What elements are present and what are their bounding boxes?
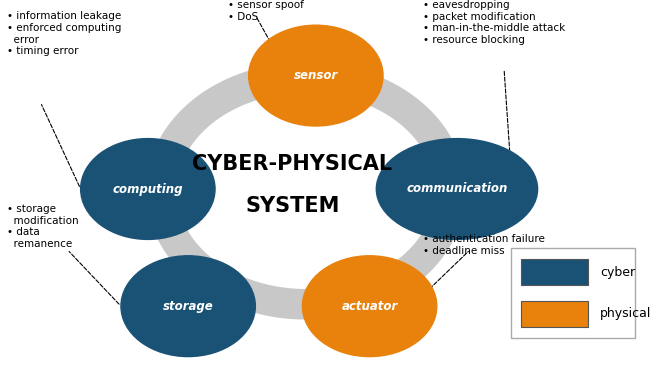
FancyBboxPatch shape <box>521 301 588 327</box>
Ellipse shape <box>376 139 538 239</box>
Text: • sensor spoof
• DoS: • sensor spoof • DoS <box>228 0 304 22</box>
Text: • eavesdropping
• packet modification
• man-in-the-middle attack
• resource bloc: • eavesdropping • packet modification • … <box>423 0 566 45</box>
Text: actuator: actuator <box>341 300 398 313</box>
Ellipse shape <box>81 139 215 239</box>
Text: storage: storage <box>163 300 214 313</box>
FancyBboxPatch shape <box>511 248 635 338</box>
Ellipse shape <box>302 256 437 356</box>
FancyBboxPatch shape <box>521 259 588 285</box>
Text: • information leakage
• enforced computing
  error
• timing error: • information leakage • enforced computi… <box>7 11 121 56</box>
Text: SYSTEM: SYSTEM <box>245 196 339 216</box>
Text: communication: communication <box>407 183 507 195</box>
Ellipse shape <box>121 256 255 356</box>
Text: • storage
  modification
• data
  remanence: • storage modification • data remanence <box>7 204 79 249</box>
Text: • authentication failure
• deadline miss: • authentication failure • deadline miss <box>423 234 545 256</box>
Ellipse shape <box>249 25 383 126</box>
Text: physical: physical <box>600 307 651 320</box>
Text: CYBER-PHYSICAL: CYBER-PHYSICAL <box>192 155 392 174</box>
Text: sensor: sensor <box>294 69 338 82</box>
Text: cyber: cyber <box>600 266 635 279</box>
Text: computing: computing <box>113 183 183 195</box>
